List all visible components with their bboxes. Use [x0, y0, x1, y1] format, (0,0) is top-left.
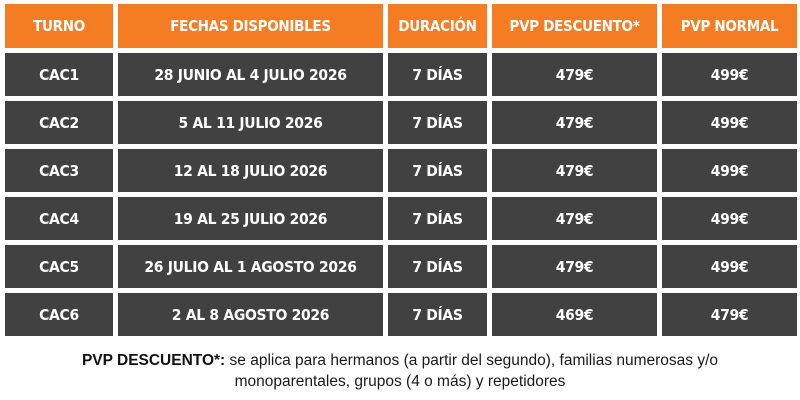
- row-descuento: 479€: [492, 149, 657, 192]
- row-normal: 499€: [662, 149, 797, 192]
- row-turno: CAC2: [5, 101, 113, 144]
- row-descuento: 479€: [492, 53, 657, 96]
- row-normal: 499€: [662, 53, 797, 96]
- discount-note-label: PVP DESCUENTO*:: [81, 352, 226, 369]
- header-normal: PVP NORMAL: [662, 4, 797, 48]
- row-descuento: 479€: [492, 197, 657, 240]
- row-normal: 499€: [662, 245, 797, 288]
- header-descuento: PVP DESCUENTO*: [492, 4, 657, 48]
- row-fechas: 19 AL 25 JULIO 2026: [118, 197, 383, 240]
- row-turno: CAC4: [5, 197, 113, 240]
- row-descuento: 479€: [492, 245, 657, 288]
- pricing-table: TURNO FECHAS DISPONIBLES DURACIÓN PVP DE…: [5, 4, 797, 336]
- header-fechas: FECHAS DISPONIBLES: [118, 4, 383, 48]
- row-fechas: 12 AL 18 JULIO 2026: [118, 149, 383, 192]
- row-fechas: 28 JUNIO AL 4 JULIO 2026: [118, 53, 383, 96]
- row-fechas: 5 AL 11 JULIO 2026: [118, 101, 383, 144]
- row-duracion: 7 DÍAS: [388, 53, 487, 96]
- discount-note: PVP DESCUENTO*: se aplica para hermanos …: [0, 350, 800, 392]
- row-turno: CAC6: [5, 293, 113, 336]
- row-duracion: 7 DÍAS: [388, 293, 487, 336]
- discount-note-line1: PVP DESCUENTO*: se aplica para hermanos …: [0, 350, 800, 371]
- row-normal: 479€: [662, 293, 797, 336]
- row-normal: 499€: [662, 197, 797, 240]
- row-fechas: 2 AL 8 AGOSTO 2026: [118, 293, 383, 336]
- row-descuento: 479€: [492, 101, 657, 144]
- header-turno: TURNO: [5, 4, 113, 48]
- row-duracion: 7 DÍAS: [388, 149, 487, 192]
- row-fechas: 26 JULIO AL 1 AGOSTO 2026: [118, 245, 383, 288]
- row-duracion: 7 DÍAS: [388, 197, 487, 240]
- header-duracion: DURACIÓN: [388, 4, 487, 48]
- discount-note-text1: se aplica para hermanos (a partir del se…: [225, 352, 719, 369]
- row-normal: 499€: [662, 101, 797, 144]
- row-turno: CAC5: [5, 245, 113, 288]
- row-turno: CAC3: [5, 149, 113, 192]
- row-descuento: 469€: [492, 293, 657, 336]
- discount-note-line2: monoparentales, grupos (4 o más) y repet…: [234, 373, 566, 390]
- row-duracion: 7 DÍAS: [388, 101, 487, 144]
- row-duracion: 7 DÍAS: [388, 245, 487, 288]
- row-turno: CAC1: [5, 53, 113, 96]
